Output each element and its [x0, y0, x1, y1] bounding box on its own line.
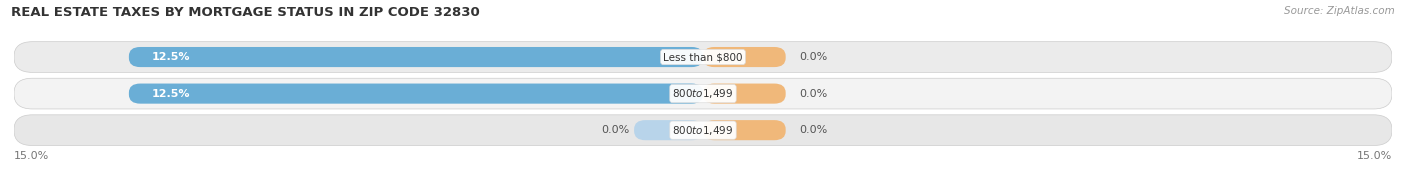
Text: 12.5%: 12.5%	[152, 52, 190, 62]
FancyBboxPatch shape	[14, 78, 1392, 109]
Text: 0.0%: 0.0%	[800, 125, 828, 135]
Text: 12.5%: 12.5%	[152, 89, 190, 99]
FancyBboxPatch shape	[703, 47, 786, 67]
Text: 0.0%: 0.0%	[602, 125, 630, 135]
FancyBboxPatch shape	[703, 83, 786, 104]
Text: 0.0%: 0.0%	[800, 89, 828, 99]
Text: 0.0%: 0.0%	[800, 52, 828, 62]
FancyBboxPatch shape	[634, 120, 703, 140]
Text: 15.0%: 15.0%	[1357, 151, 1392, 161]
Text: $800 to $1,499: $800 to $1,499	[672, 87, 734, 100]
Text: Less than $800: Less than $800	[664, 52, 742, 62]
FancyBboxPatch shape	[14, 42, 1392, 72]
Text: Source: ZipAtlas.com: Source: ZipAtlas.com	[1284, 6, 1395, 16]
FancyBboxPatch shape	[129, 83, 703, 104]
FancyBboxPatch shape	[703, 120, 786, 140]
Text: REAL ESTATE TAXES BY MORTGAGE STATUS IN ZIP CODE 32830: REAL ESTATE TAXES BY MORTGAGE STATUS IN …	[11, 6, 479, 19]
Text: $800 to $1,499: $800 to $1,499	[672, 124, 734, 137]
FancyBboxPatch shape	[129, 47, 703, 67]
Text: 15.0%: 15.0%	[14, 151, 49, 161]
FancyBboxPatch shape	[14, 115, 1392, 145]
